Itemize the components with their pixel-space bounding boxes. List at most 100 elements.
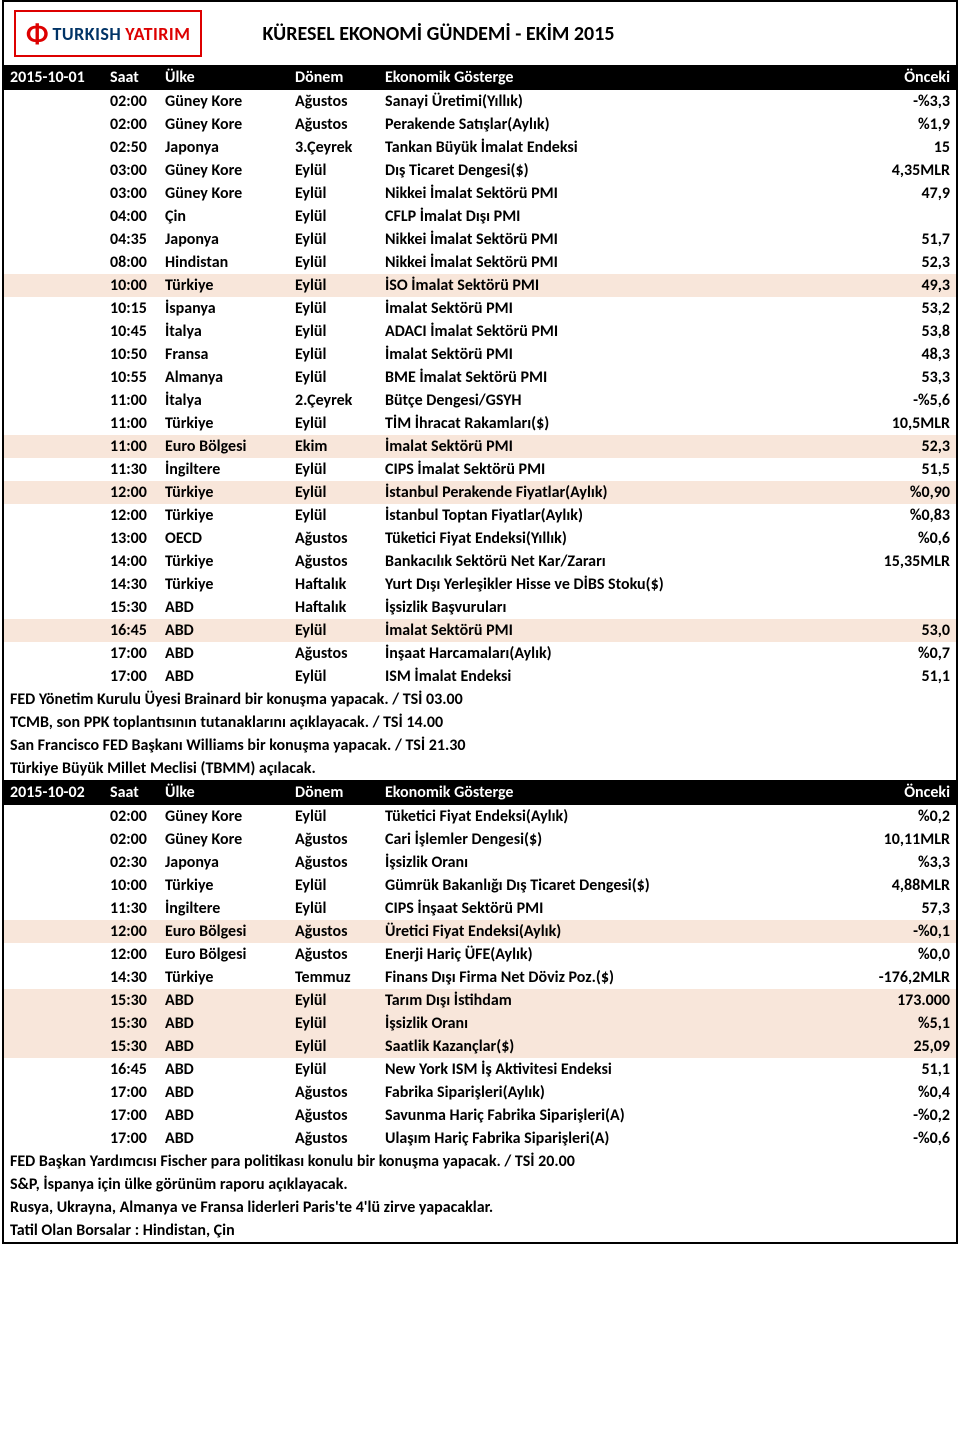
cell-country: Güney Kore bbox=[159, 113, 289, 136]
cell-prev: %0,90 bbox=[846, 481, 956, 504]
cell-date bbox=[4, 966, 104, 989]
cell-country: Euro Bölgesi bbox=[159, 920, 289, 943]
cell-time: 14:30 bbox=[104, 573, 159, 596]
cell-country: ABD bbox=[159, 989, 289, 1012]
cell-prev: 53,8 bbox=[846, 320, 956, 343]
cell-country: İngiltere bbox=[159, 897, 289, 920]
cell-date bbox=[4, 943, 104, 966]
cell-country: Türkiye bbox=[159, 966, 289, 989]
cell-prev: -%3,3 bbox=[846, 90, 956, 113]
cell-date bbox=[4, 228, 104, 251]
cell-prev: 53,3 bbox=[846, 366, 956, 389]
cell-time: 14:30 bbox=[104, 966, 159, 989]
table-row: 12:00Euro BölgesiAğustosEnerji Hariç ÜFE… bbox=[4, 943, 956, 966]
calendar-table: 2015-10-01SaatÜlkeDönemEkonomik Gösterge… bbox=[4, 65, 956, 1242]
table-row: 15:30ABDEylülTarım Dışı İstihdam173.000 bbox=[4, 989, 956, 1012]
cell-date bbox=[4, 665, 104, 688]
cell-date bbox=[4, 550, 104, 573]
cell-time: 12:00 bbox=[104, 920, 159, 943]
cell-period: Ağustos bbox=[289, 943, 379, 966]
logo: Φ TURKISH YATIRIM bbox=[14, 10, 202, 57]
cell-period: Eylül bbox=[289, 159, 379, 182]
col-period: Dönem bbox=[289, 65, 379, 90]
cell-period: Eylül bbox=[289, 897, 379, 920]
cell-country: ABD bbox=[159, 596, 289, 619]
cell-time: 10:00 bbox=[104, 274, 159, 297]
cell-time: 04:00 bbox=[104, 205, 159, 228]
cell-prev: 10,5MLR bbox=[846, 412, 956, 435]
cell-country: Türkiye bbox=[159, 412, 289, 435]
cell-period: Ağustos bbox=[289, 527, 379, 550]
cell-time: 11:00 bbox=[104, 412, 159, 435]
col-date: 2015-10-02 bbox=[4, 780, 104, 805]
note-row: S&P, İspanya için ülke görünüm raporu aç… bbox=[4, 1173, 956, 1196]
table-row: 17:00ABDAğustosUlaşım Hariç Fabrika Sipa… bbox=[4, 1127, 956, 1150]
cell-country: Güney Kore bbox=[159, 90, 289, 113]
cell-indicator: CIPS İnşaat Sektörü PMI bbox=[379, 897, 846, 920]
note-row: FED Yönetim Kurulu Üyesi Brainard bir ko… bbox=[4, 688, 956, 711]
cell-date bbox=[4, 619, 104, 642]
table-row: 17:00ABDEylülISM İmalat Endeksi51,1 bbox=[4, 665, 956, 688]
page-title: KÜRESEL EKONOMİ GÜNDEMİ - EKİM 2015 bbox=[202, 22, 946, 46]
logo-icon: Φ bbox=[26, 16, 48, 51]
cell-time: 13:00 bbox=[104, 527, 159, 550]
cell-prev bbox=[846, 205, 956, 228]
cell-period: Ağustos bbox=[289, 113, 379, 136]
note-row: Türkiye Büyük Millet Meclisi (TBMM) açıl… bbox=[4, 757, 956, 780]
cell-time: 02:00 bbox=[104, 90, 159, 113]
cell-indicator: Gümrük Bakanlığı Dış Ticaret Dengesi($) bbox=[379, 874, 846, 897]
note-row: Rusya, Ukrayna, Almanya ve Fransa liderl… bbox=[4, 1196, 956, 1219]
cell-prev: -%5,6 bbox=[846, 389, 956, 412]
cell-date bbox=[4, 205, 104, 228]
table-row: 04:35JaponyaEylülNikkei İmalat Sektörü P… bbox=[4, 228, 956, 251]
cell-date bbox=[4, 642, 104, 665]
cell-prev: 4,35MLR bbox=[846, 159, 956, 182]
cell-indicator: Finans Dışı Firma Net Döviz Poz.($) bbox=[379, 966, 846, 989]
col-time: Saat bbox=[104, 780, 159, 805]
cell-time: 03:00 bbox=[104, 159, 159, 182]
table-row: 08:00HindistanEylülNikkei İmalat Sektörü… bbox=[4, 251, 956, 274]
cell-date bbox=[4, 1035, 104, 1058]
cell-indicator: Nikkei İmalat Sektörü PMI bbox=[379, 251, 846, 274]
cell-country: ABD bbox=[159, 1104, 289, 1127]
cell-date bbox=[4, 90, 104, 113]
cell-indicator: Tüketici Fiyat Endeksi(Aylık) bbox=[379, 805, 846, 828]
table-row: 10:45İtalyaEylülADACI İmalat Sektörü PMI… bbox=[4, 320, 956, 343]
cell-prev: 51,1 bbox=[846, 1058, 956, 1081]
cell-indicator: Tüketici Fiyat Endeksi(Yıllık) bbox=[379, 527, 846, 550]
cell-indicator: Ulaşım Hariç Fabrika Siparişleri(A) bbox=[379, 1127, 846, 1150]
table-row: 17:00ABDAğustosFabrika Siparişleri(Aylık… bbox=[4, 1081, 956, 1104]
cell-prev: 52,3 bbox=[846, 251, 956, 274]
cell-date bbox=[4, 1012, 104, 1035]
cell-prev: %5,1 bbox=[846, 1012, 956, 1035]
cell-prev: %0,6 bbox=[846, 527, 956, 550]
cell-time: 12:00 bbox=[104, 943, 159, 966]
section-header-row: 2015-10-01SaatÜlkeDönemEkonomik Gösterge… bbox=[4, 65, 956, 90]
cell-period: Ağustos bbox=[289, 920, 379, 943]
cell-time: 10:00 bbox=[104, 874, 159, 897]
cell-time: 02:00 bbox=[104, 828, 159, 851]
cell-prev bbox=[846, 596, 956, 619]
cell-country: İngiltere bbox=[159, 458, 289, 481]
cell-country: ABD bbox=[159, 1035, 289, 1058]
cell-country: Hindistan bbox=[159, 251, 289, 274]
col-indicator: Ekonomik Gösterge bbox=[379, 65, 846, 90]
cell-period: Ağustos bbox=[289, 828, 379, 851]
cell-country: ABD bbox=[159, 1058, 289, 1081]
cell-prev: 15 bbox=[846, 136, 956, 159]
cell-indicator: İmalat Sektörü PMI bbox=[379, 435, 846, 458]
cell-date bbox=[4, 366, 104, 389]
cell-date bbox=[4, 851, 104, 874]
cell-time: 11:00 bbox=[104, 389, 159, 412]
cell-country: İspanya bbox=[159, 297, 289, 320]
cell-period: Eylül bbox=[289, 412, 379, 435]
cell-time: 15:30 bbox=[104, 1035, 159, 1058]
table-row: 10:55AlmanyaEylülBME İmalat Sektörü PMI5… bbox=[4, 366, 956, 389]
cell-country: Türkiye bbox=[159, 504, 289, 527]
cell-time: 04:35 bbox=[104, 228, 159, 251]
cell-period: Eylül bbox=[289, 874, 379, 897]
cell-time: 11:30 bbox=[104, 897, 159, 920]
cell-prev: -%0,2 bbox=[846, 1104, 956, 1127]
cell-time: 17:00 bbox=[104, 665, 159, 688]
cell-date bbox=[4, 1058, 104, 1081]
